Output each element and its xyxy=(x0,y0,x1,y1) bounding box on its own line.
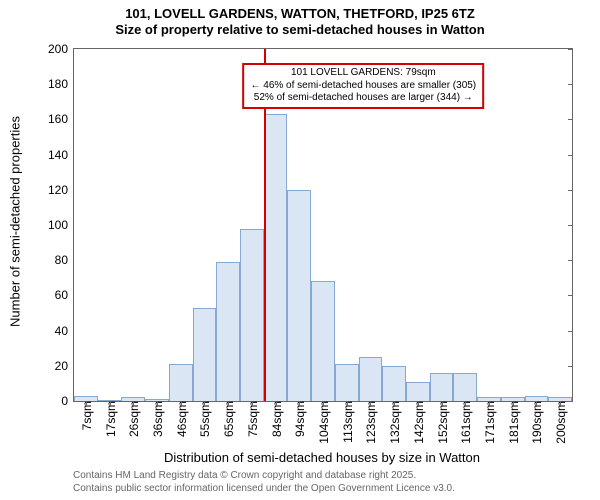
y-tick-mark xyxy=(568,260,573,261)
x-tick-label: 36sqm xyxy=(149,401,165,437)
annotation-line: 52% of semi-detached houses are larger (… xyxy=(250,92,476,105)
x-tick-mark xyxy=(394,401,395,406)
y-tick-label: 20 xyxy=(55,359,74,373)
histogram-bar xyxy=(453,373,477,401)
y-axis-label: Number of semi-detached properties xyxy=(8,46,23,398)
histogram-bar xyxy=(311,281,335,401)
x-tick-mark xyxy=(228,401,229,406)
x-tick-label: 55sqm xyxy=(196,401,212,437)
footer-line-1: Contains HM Land Registry data © Crown c… xyxy=(73,470,455,483)
x-tick-label: 46sqm xyxy=(173,401,189,437)
y-tick-mark xyxy=(568,401,573,402)
x-tick-label: 84sqm xyxy=(268,401,284,437)
title-line-1: 101, LOVELL GARDENS, WATTON, THETFORD, I… xyxy=(0,6,600,22)
chart-title-block: 101, LOVELL GARDENS, WATTON, THETFORD, I… xyxy=(0,0,600,39)
x-tick-mark xyxy=(347,401,348,406)
chart-container: 101, LOVELL GARDENS, WATTON, THETFORD, I… xyxy=(0,0,600,500)
y-tick-mark xyxy=(568,84,573,85)
y-tick-label: 60 xyxy=(55,288,74,302)
x-tick-label: 75sqm xyxy=(244,401,260,437)
y-tick-label: 180 xyxy=(48,77,74,91)
histogram-bar xyxy=(216,262,240,401)
annotation-box: 101 LOVELL GARDENS: 79sqm← 46% of semi-d… xyxy=(242,63,484,109)
x-tick-mark xyxy=(442,401,443,406)
x-tick-label: 26sqm xyxy=(125,401,141,437)
y-tick-label: 140 xyxy=(48,148,74,162)
y-tick-mark xyxy=(568,49,573,50)
x-tick-label: 123sqm xyxy=(362,401,378,444)
x-tick-mark xyxy=(489,401,490,406)
x-tick-label: 181sqm xyxy=(505,401,521,444)
y-tick-mark xyxy=(568,366,573,367)
annotation-line: 101 LOVELL GARDENS: 79sqm xyxy=(250,67,476,80)
x-tick-label: 161sqm xyxy=(457,401,473,444)
y-tick-label: 200 xyxy=(48,42,74,56)
x-tick-mark xyxy=(513,401,514,406)
x-tick-mark xyxy=(86,401,87,406)
footer-note: Contains HM Land Registry data © Crown c… xyxy=(73,470,455,495)
x-tick-mark xyxy=(465,401,466,406)
x-tick-label: 94sqm xyxy=(291,401,307,437)
x-tick-mark xyxy=(418,401,419,406)
histogram-bar xyxy=(406,382,430,401)
x-tick-label: 132sqm xyxy=(386,401,402,444)
y-tick-mark xyxy=(568,295,573,296)
histogram-bar xyxy=(169,364,193,401)
x-tick-mark xyxy=(204,401,205,406)
x-tick-mark xyxy=(323,401,324,406)
histogram-bar xyxy=(335,364,359,401)
x-tick-label: 104sqm xyxy=(315,401,331,444)
histogram-bar xyxy=(430,373,454,401)
y-tick-mark xyxy=(568,225,573,226)
title-line-2: Size of property relative to semi-detach… xyxy=(0,22,600,38)
y-tick-mark xyxy=(568,190,573,191)
y-tick-mark xyxy=(568,119,573,120)
histogram-bar xyxy=(193,308,217,401)
x-tick-mark xyxy=(536,401,537,406)
y-tick-label: 80 xyxy=(55,253,74,267)
x-axis-label: Distribution of semi-detached houses by … xyxy=(73,450,571,465)
x-tick-label: 190sqm xyxy=(528,401,544,444)
y-tick-label: 40 xyxy=(55,324,74,338)
y-tick-label: 160 xyxy=(48,112,74,126)
y-tick-mark xyxy=(568,155,573,156)
x-tick-mark xyxy=(110,401,111,406)
x-tick-label: 200sqm xyxy=(552,401,568,444)
footer-line-2: Contains public sector information licen… xyxy=(73,483,455,496)
x-tick-label: 171sqm xyxy=(481,401,497,444)
histogram-bar xyxy=(287,190,311,401)
x-tick-label: 142sqm xyxy=(410,401,426,444)
x-tick-mark xyxy=(133,401,134,406)
histogram-bar xyxy=(240,229,264,401)
x-tick-label: 17sqm xyxy=(102,401,118,437)
y-tick-label: 100 xyxy=(48,218,74,232)
plot-area: 0204060801001201401601802007sqm17sqm26sq… xyxy=(73,48,573,402)
x-tick-label: 152sqm xyxy=(434,401,450,444)
histogram-bar xyxy=(382,366,406,401)
x-tick-mark xyxy=(370,401,371,406)
annotation-line: ← 46% of semi-detached houses are smalle… xyxy=(250,80,476,93)
histogram-bar xyxy=(359,357,383,401)
y-tick-mark xyxy=(568,331,573,332)
x-tick-label: 113sqm xyxy=(339,401,355,443)
x-tick-mark xyxy=(560,401,561,406)
x-tick-mark xyxy=(299,401,300,406)
x-tick-mark xyxy=(181,401,182,406)
x-tick-mark xyxy=(157,401,158,406)
y-tick-label: 120 xyxy=(48,183,74,197)
histogram-bar xyxy=(264,114,288,401)
x-tick-mark xyxy=(276,401,277,406)
x-tick-mark xyxy=(252,401,253,406)
x-tick-label: 65sqm xyxy=(220,401,236,437)
y-tick-label: 0 xyxy=(61,394,74,408)
